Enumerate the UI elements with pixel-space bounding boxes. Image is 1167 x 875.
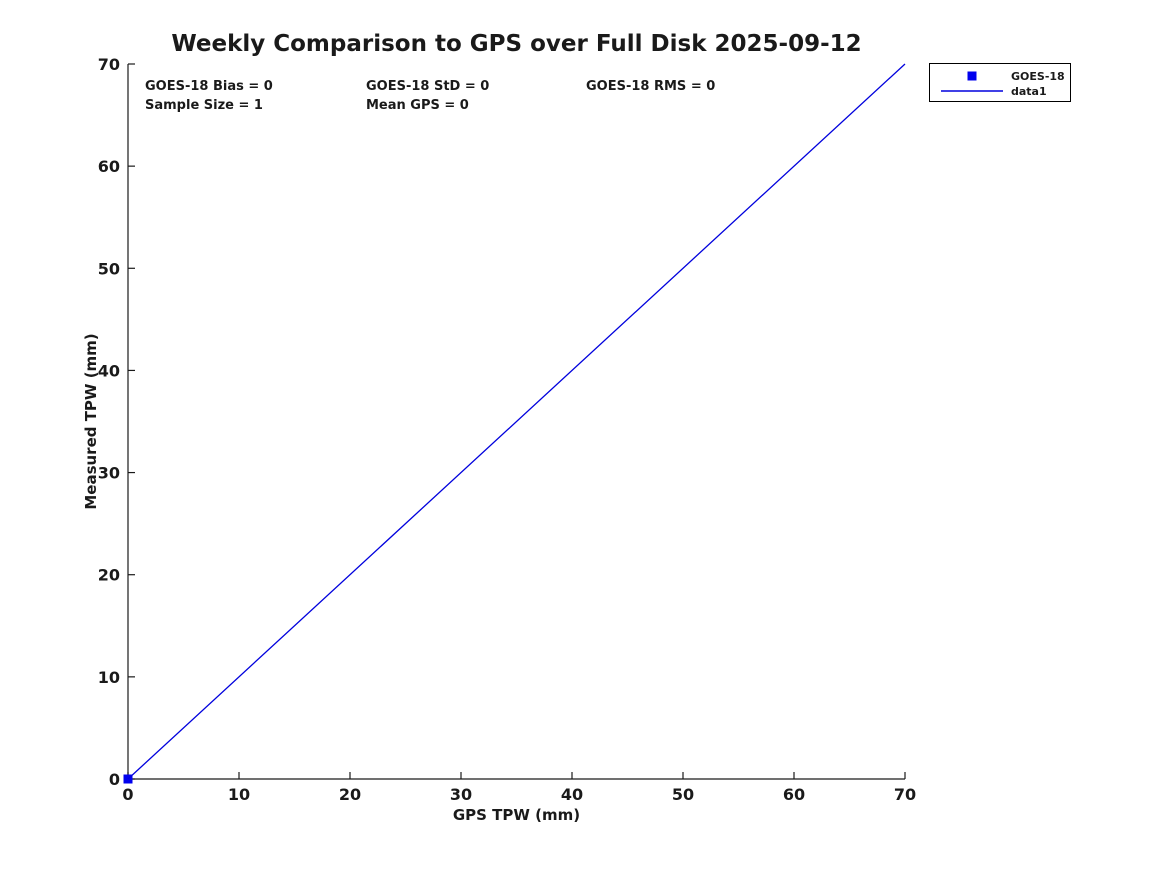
y-tick-label: 20 [98, 566, 120, 585]
legend-marker-square [967, 71, 977, 81]
stat-annotation: GOES-18 RMS = 0 [586, 79, 715, 94]
x-tick-label: 50 [672, 785, 694, 804]
y-tick-label: 60 [98, 157, 120, 176]
legend-label-goes-18: GOES-18 [1011, 70, 1065, 83]
x-tick-label: 70 [894, 785, 916, 804]
x-tick-label: 20 [339, 785, 361, 804]
chart-title: Weekly Comparison to GPS over Full Disk … [171, 31, 861, 57]
series-line-data1 [127, 63, 906, 780]
y-tick-label: 0 [109, 770, 120, 789]
stat-annotation: Sample Size = 1 [145, 98, 263, 113]
y-tick-label: 40 [98, 361, 120, 380]
y-tick-label: 50 [98, 259, 120, 278]
legend-label-data1: data1 [1011, 85, 1047, 98]
x-tick-label: 10 [228, 785, 250, 804]
stat-annotation: Mean GPS = 0 [366, 98, 469, 113]
y-tick-label: 10 [98, 668, 120, 687]
y-axis-label: Measured TPW (mm) [82, 333, 100, 509]
x-axis-label: GPS TPW (mm) [453, 806, 580, 824]
legend-box [929, 63, 1071, 102]
stat-annotation: GOES-18 StD = 0 [366, 79, 489, 94]
x-tick-label: 0 [122, 785, 133, 804]
x-tick-label: 30 [450, 785, 472, 804]
y-tick-label: 30 [98, 464, 120, 483]
x-tick-label: 40 [561, 785, 583, 804]
y-tick-label: 70 [98, 55, 120, 74]
stat-annotation: GOES-18 Bias = 0 [145, 79, 273, 94]
x-tick-label: 60 [783, 785, 805, 804]
